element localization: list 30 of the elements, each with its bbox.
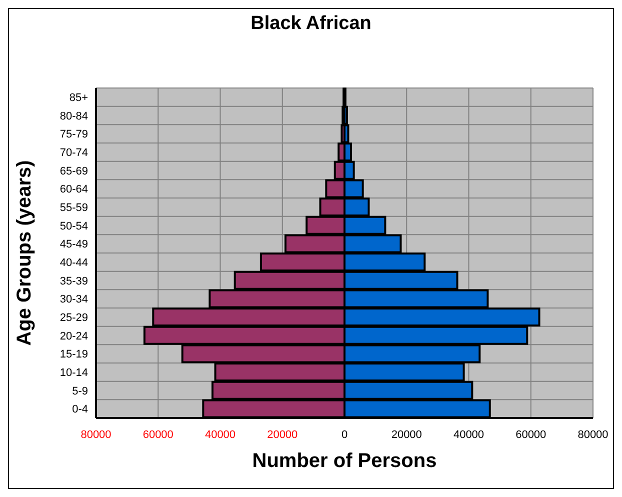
y-tick-label: 35-39 <box>60 275 88 288</box>
y-tick-label: 85+ <box>69 92 88 104</box>
y-tick-label: 80-84 <box>60 110 88 122</box>
y-tick-label: 50-54 <box>60 220 88 232</box>
y-tick-label: 10-14 <box>60 367 88 380</box>
x-tick-label: 40000 <box>453 429 484 441</box>
x-tick-label: 40000 <box>204 429 236 441</box>
y-tick-label: 5-9 <box>72 385 88 398</box>
x-tick-label: 60000 <box>142 429 174 441</box>
x-tick-label: 0 <box>341 429 348 441</box>
y-tick-label: 40-44 <box>60 257 88 270</box>
x-tick-label: 80000 <box>80 429 112 441</box>
chart-title: Black African <box>250 13 372 35</box>
y-axis-title: Age Groups (years) <box>14 160 36 346</box>
x-tick-label: 60000 <box>516 429 546 441</box>
y-tick-label: 25-29 <box>60 312 88 324</box>
x-tick-label: 20000 <box>391 429 422 441</box>
x-tick-label: 80000 <box>578 429 608 441</box>
y-tick-label: 60-64 <box>60 184 88 196</box>
y-tick-label: 0-4 <box>72 404 88 416</box>
x-tick-label: 20000 <box>267 429 298 441</box>
y-tick-label: 30-34 <box>60 294 88 306</box>
y-tick-label: 55-59 <box>60 202 88 214</box>
y-tick-label: 20-24 <box>60 330 88 342</box>
y-tick-label: 45-49 <box>60 238 88 251</box>
y-tick-label: 70-74 <box>60 147 88 160</box>
x-axis-title: Number of Persons <box>251 450 438 473</box>
y-tick-label: 15-19 <box>60 348 88 361</box>
y-tick-label: 65-69 <box>60 165 88 178</box>
y-tick-label: 75-79 <box>60 128 88 141</box>
